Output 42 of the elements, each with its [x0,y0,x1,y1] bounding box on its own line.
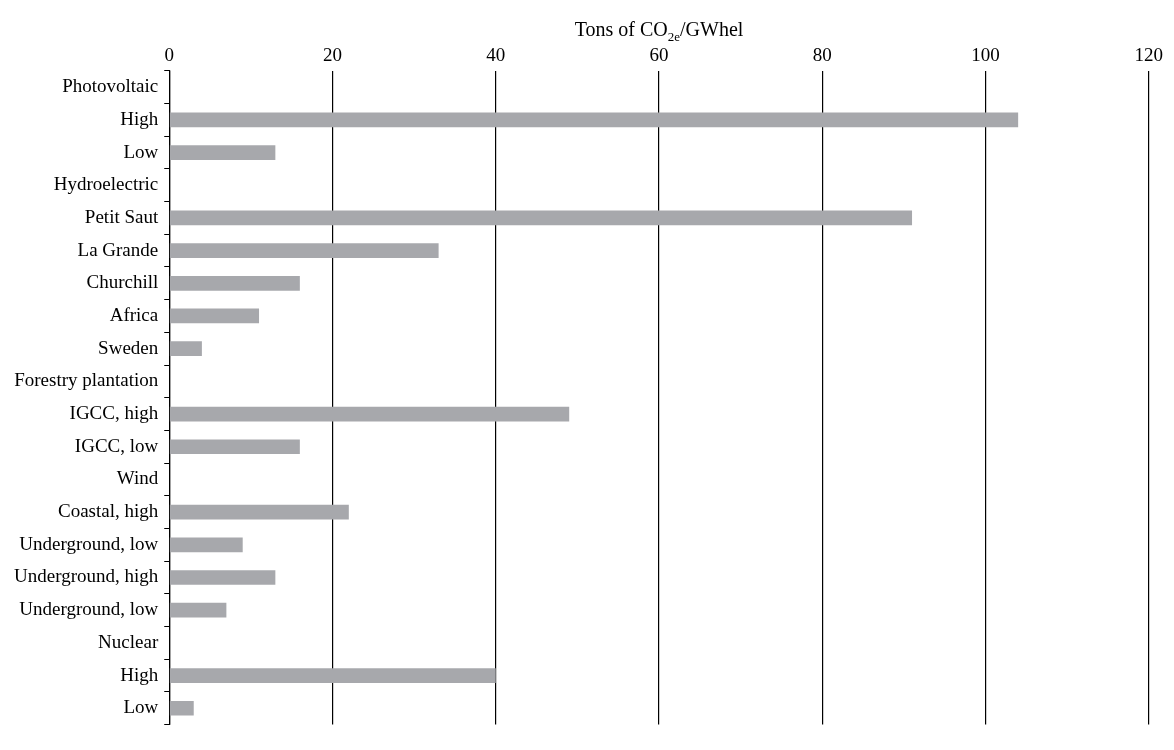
bar [169,570,276,585]
y-tick-label: La Grande [77,238,159,260]
y-tick-label: Nuclear [98,630,159,652]
y-tick-label: Wind [116,467,159,489]
x-tick-label: 40 [486,44,506,66]
bar [169,406,570,422]
y-tick-label: High [120,663,159,685]
y-tick-label: Low [123,140,159,162]
x-tick-label: 100 [971,44,1000,66]
x-tick-label: 60 [649,44,669,66]
x-tick-label: 0 [164,44,174,66]
bar [169,504,349,520]
y-tick-label: Photovoltaic [62,75,159,97]
x-tick-label: 20 [323,44,342,66]
y-tick-label: Underground, low [19,532,159,554]
bar [169,700,194,716]
y-tick-label: Sweden [98,336,159,358]
bar [169,341,202,357]
y-tick-label: Underground, high [13,565,159,587]
bar [169,668,496,683]
bar [169,243,439,258]
bar [169,602,227,618]
bar [169,145,276,160]
y-tick-label: Low [123,696,159,718]
y-tick-label: Underground, low [19,598,159,620]
y-tick-label: Forestry plantation [14,369,159,391]
y-tick-label: Hydroelectric [53,173,159,195]
y-tick-label: Africa [109,303,159,325]
y-tick-label: Churchill [86,271,159,293]
y-tick-label: High [120,107,159,129]
bar [169,275,300,291]
bar [169,210,913,226]
y-tick-label: IGCC, low [74,434,159,456]
bar [169,439,300,455]
bar [169,537,243,553]
bar [169,112,1019,128]
y-tick-label: Petit Saut [84,205,159,227]
x-tick-label: 120 [1134,44,1163,66]
y-tick-label: IGCC, high [69,402,159,424]
y-tick-label: Coastal, high [57,500,159,522]
x-tick-label: 80 [812,44,832,66]
bar [169,308,260,324]
